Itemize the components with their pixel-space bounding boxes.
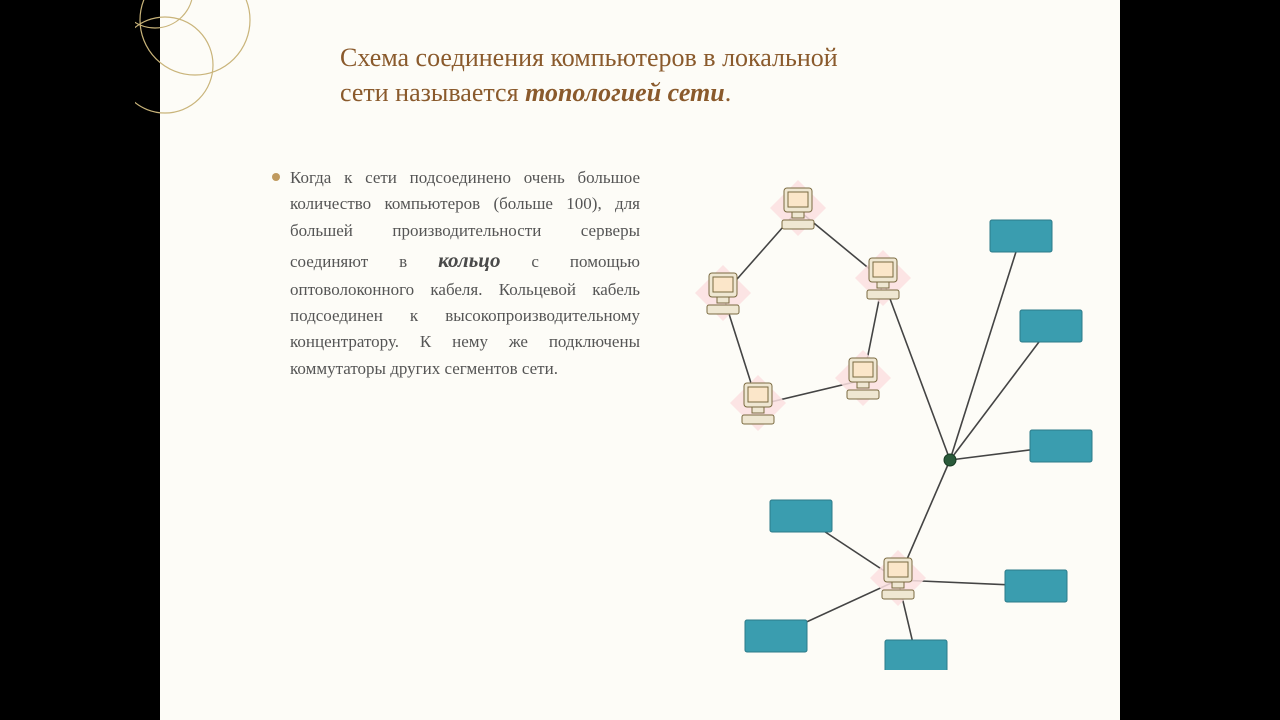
body-paragraph: Когда к сети подсоединено очень большое … xyxy=(290,165,640,382)
title-keyword: топологией сети xyxy=(525,78,725,107)
slide-title: Схема соединения компьютеров в локальной… xyxy=(340,40,1040,110)
diagram-svg xyxy=(660,150,1120,670)
body-keyword: кольцо xyxy=(438,248,500,272)
network-diagram xyxy=(660,150,1120,670)
slide: Схема соединения компьютеров в локальной… xyxy=(160,0,1120,720)
decorative-circles xyxy=(135,0,335,180)
title-period: . xyxy=(725,78,732,107)
bullet-icon xyxy=(272,173,280,181)
title-line1: Схема соединения компьютеров в локальной xyxy=(340,43,838,72)
title-line2-prefix: сети называется xyxy=(340,78,525,107)
